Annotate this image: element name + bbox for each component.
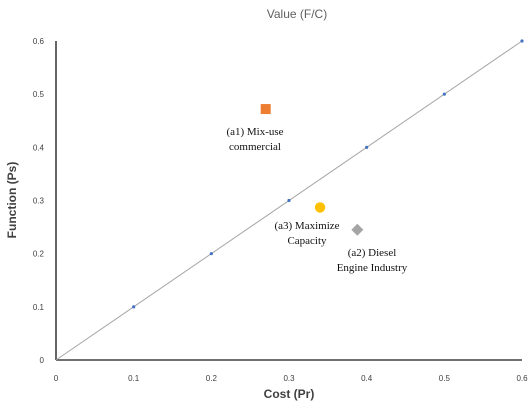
chart-title: Value (F/C) — [267, 7, 327, 21]
x-tick-label: 0.4 — [361, 374, 373, 383]
y-tick-label: 0.6 — [33, 37, 45, 46]
y-tick-label: 0.5 — [33, 90, 45, 99]
x-tick-label: 0 — [54, 374, 59, 383]
reference-point — [365, 145, 369, 149]
axes: 0 0.1 0.2 0.3 0.4 0.5 0.6 0 0.1 0.2 0.3 0.4 0.5 0.6 — [33, 37, 528, 383]
y-tick-label: 0.3 — [33, 197, 45, 206]
x-axis-label: Cost (Pr) — [264, 387, 315, 401]
point-a3-marker — [314, 202, 326, 213]
point-a2-marker — [351, 223, 364, 236]
y-tick-label: 0.2 — [33, 250, 45, 259]
point-a1-marker — [260, 104, 271, 115]
y-axis-label: Function (Ps) — [5, 162, 19, 239]
reference-point — [520, 39, 524, 43]
x-tick-label: 0.3 — [283, 374, 295, 383]
reference-point — [442, 92, 446, 96]
x-tick-label: 0.1 — [128, 374, 140, 383]
reference-point — [287, 198, 291, 203]
reference-line — [55, 39, 524, 361]
point-a3-label-line: (a3) Maximize — [274, 220, 339, 232]
point-a3-label-line: Capacity — [287, 235, 327, 247]
y-tick-label: 0.1 — [33, 303, 45, 312]
y-tick-label: 0 — [40, 356, 45, 365]
point-a2-label-line: (a2) Diesel — [348, 247, 397, 259]
point-a1-label-line: commercial — [229, 141, 281, 153]
data-points — [260, 104, 364, 236]
reference-point — [209, 252, 213, 256]
point-a2-label-line: Engine Industry — [337, 262, 408, 274]
x-tick-label: 0.2 — [206, 374, 218, 383]
point-labels: (a1) Mix-use commercial (a2) Diesel Engine … — [226, 126, 407, 274]
y-tick-label: 0.4 — [33, 143, 45, 152]
x-tick-label: 0.6 — [516, 374, 528, 383]
reference-point — [132, 305, 136, 309]
x-tick-label: 0.5 — [439, 374, 451, 383]
point-a1-label-line: (a1) Mix-use — [226, 126, 283, 138]
